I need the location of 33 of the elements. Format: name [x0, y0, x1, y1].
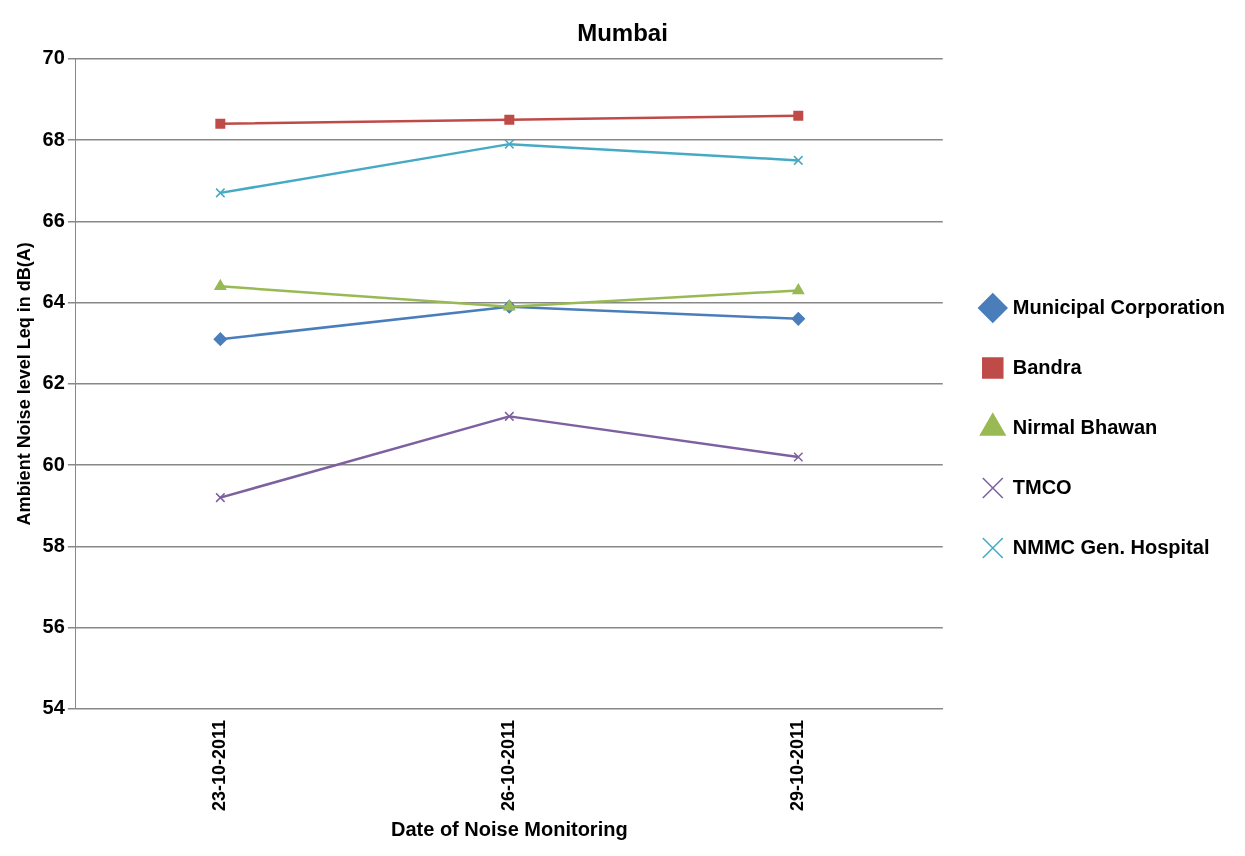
- legend-label: Bandra: [1012, 355, 1083, 378]
- y-tick-label: 56: [42, 615, 65, 638]
- x-tick-label: 23-10-2011: [209, 719, 230, 812]
- legend-label: Municipal Corporation: [1012, 295, 1225, 318]
- point: [215, 187, 226, 198]
- y-axis-title: Ambient Noise level Leq in dB(A): [13, 242, 34, 526]
- y-tick-label: 58: [42, 533, 65, 556]
- point: [504, 411, 515, 422]
- y-tick-label: 64: [42, 290, 66, 313]
- x-tick-label: 29-10-2011: [787, 719, 808, 812]
- point: [215, 118, 226, 129]
- point: [504, 139, 515, 150]
- point: [793, 452, 804, 462]
- point: [215, 492, 226, 503]
- y-tick-label: 62: [42, 371, 65, 394]
- y-tick-label: 68: [42, 127, 65, 150]
- point: [791, 312, 806, 326]
- point: [214, 279, 227, 291]
- y-tick-label: 66: [42, 208, 65, 231]
- y-tick-label: 54: [42, 696, 66, 719]
- point: [213, 332, 228, 346]
- legend-label: NMMC Gen. Hospital: [1012, 535, 1210, 558]
- chart-title: Mumbai: [577, 19, 668, 47]
- point: [504, 114, 515, 125]
- point: [793, 155, 804, 166]
- point: [793, 110, 804, 121]
- point: [792, 283, 805, 295]
- x-tick-label: 26-10-2011: [498, 719, 519, 812]
- y-tick-label: 70: [42, 46, 65, 69]
- legend-label: Nirmal Bhawan: [1012, 415, 1158, 438]
- x-axis-title: Date of Noise Monitoring: [390, 817, 628, 840]
- y-tick-label: 60: [42, 452, 65, 475]
- legend-label: TMCO: [1012, 475, 1072, 498]
